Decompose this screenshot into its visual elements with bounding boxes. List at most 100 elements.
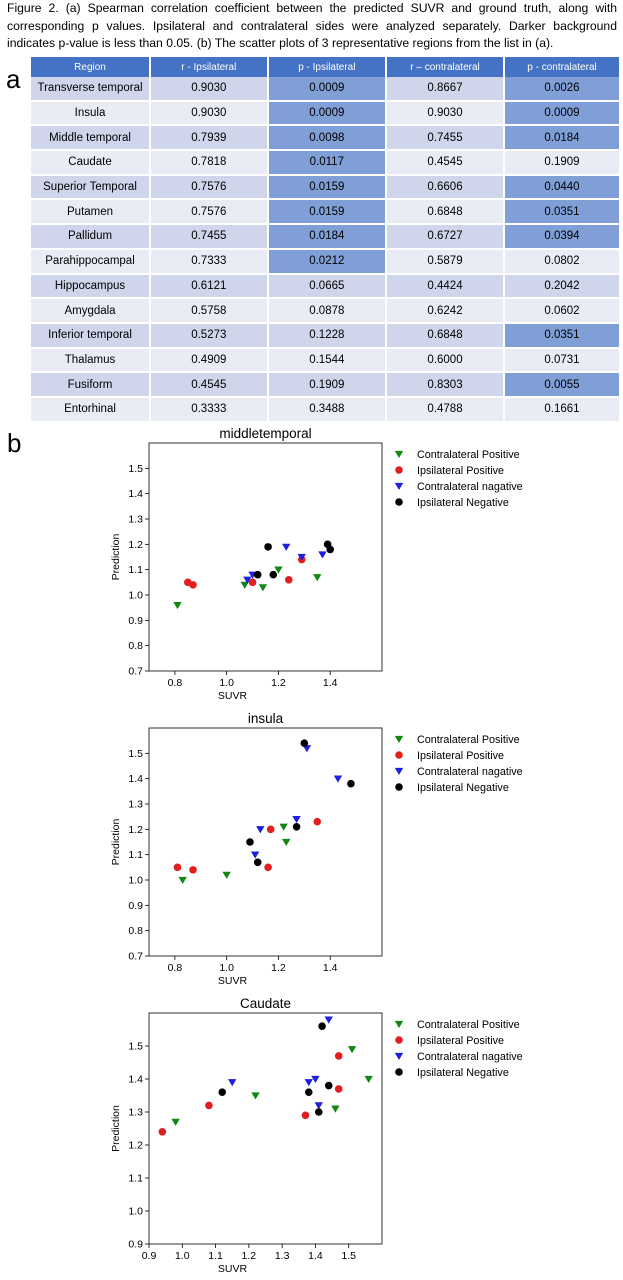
value-cell: 0.4424	[386, 273, 505, 300]
legend-entry: Contralateral nagative	[417, 1051, 523, 1063]
value-cell: 0.0184	[503, 125, 622, 152]
x-tick-label: 1.2	[271, 962, 286, 974]
legend-marker	[395, 751, 403, 759]
scatter-point	[274, 566, 283, 574]
value-cell: 0.0009	[267, 100, 388, 127]
y-tick-label: 1.3	[128, 514, 143, 526]
legend-entry: Ipsilateral Positive	[417, 465, 504, 477]
value-cell: 0.0602	[503, 298, 622, 324]
x-tick-label: 0.9	[142, 1250, 157, 1262]
column-header: Region	[31, 57, 152, 77]
value-cell: 0.0394	[503, 224, 622, 250]
value-cell: 0.0212	[267, 248, 388, 275]
scatter-point	[326, 545, 335, 554]
y-tick-label: 1.4	[128, 773, 143, 785]
scatter-point	[333, 775, 343, 783]
value-cell: 0.6848	[386, 322, 505, 349]
y-tick-label: 0.7	[128, 666, 143, 678]
value-cell: 0.8303	[386, 372, 505, 398]
legend-entry: Ipsilateral Negative	[417, 782, 509, 794]
scatter-point	[173, 601, 182, 610]
value-cell: 0.0351	[503, 322, 622, 349]
legend-entry: Ipsilateral Negative	[417, 497, 509, 509]
table-row: Thalamus 0.4909 0.1544 0.6000 0.0731	[31, 347, 622, 374]
legend-entry: Contralateral nagative	[417, 481, 523, 493]
value-cell: 0.7576	[150, 199, 269, 226]
scatter-point	[313, 817, 322, 826]
y-tick-label: 1.4	[128, 1074, 143, 1086]
region-cell: Fusiform	[31, 372, 152, 398]
table-row: Transverse temporal 0.9030 0.0009 0.8667 0.0…	[31, 77, 622, 102]
y-tick-label: 1.5	[128, 463, 143, 475]
scatter-point	[258, 584, 268, 592]
scatter-point	[304, 1079, 313, 1087]
panel-label-a: a	[6, 64, 21, 94]
value-cell: 0.6000	[386, 347, 505, 374]
scatter-point	[205, 1101, 213, 1110]
figure-caption: Figure 2. (a) Spearman correlation coeff…	[7, 1, 617, 50]
y-tick-label: 1.0	[128, 1206, 143, 1218]
legend-entry: Ipsilateral Positive	[417, 750, 504, 762]
region-cell: Insula	[31, 100, 152, 127]
column-header: p - Ipsilateral	[267, 57, 388, 77]
value-cell: 0.0159	[267, 199, 388, 226]
y-axis-label: Prediction	[110, 1105, 122, 1152]
table-row: Parahippocampal 0.7333 0.0212 0.5879 0.0802	[31, 248, 622, 275]
legend-entry: Contralateral Positive	[417, 449, 520, 461]
legend-marker	[395, 498, 403, 506]
scatter-point	[264, 863, 272, 872]
value-cell: 0.2042	[503, 273, 622, 300]
value-cell: 0.4909	[150, 347, 269, 374]
region-cell: Caudate	[31, 150, 152, 176]
value-cell: 0.3333	[150, 396, 269, 423]
value-cell: 0.7455	[150, 224, 269, 250]
value-cell: 0.0009	[503, 100, 622, 127]
chart-title: Caudate	[240, 996, 291, 1011]
value-cell: 0.0026	[503, 77, 622, 102]
y-tick-label: 1.1	[128, 564, 143, 576]
value-cell: 0.0184	[267, 224, 388, 250]
legend-marker	[394, 767, 404, 775]
y-tick-label: 1.1	[128, 1173, 143, 1185]
value-cell: 0.7333	[150, 248, 269, 275]
scatter-point	[304, 1088, 313, 1096]
region-cell: Parahippocampal	[31, 248, 152, 275]
column-header: r – contralateral	[386, 57, 505, 77]
scatter-point	[324, 1081, 333, 1090]
value-cell: 0.5273	[150, 322, 269, 349]
table-row: Insula 0.9030 0.0009 0.9030 0.0009	[31, 100, 622, 127]
scatter-point	[279, 823, 288, 831]
y-tick-label: 1.2	[128, 824, 143, 836]
x-tick-label: 1.2	[271, 677, 286, 689]
y-axis-label: Prediction	[110, 534, 122, 581]
table-row: Hippocampus 0.6121 0.0665 0.4424 0.2042	[31, 273, 622, 300]
legend-marker	[394, 450, 404, 458]
value-cell: 0.0055	[503, 372, 622, 398]
table-header-row: Region r - Ipsilateral p - Ipsilateral r…	[31, 57, 622, 77]
scatter-point	[253, 570, 262, 579]
scatter-point	[300, 739, 309, 747]
value-cell: 0.5758	[150, 298, 269, 324]
scatter-point	[256, 826, 265, 834]
legend-marker	[394, 1052, 404, 1060]
scatter-point	[171, 1118, 180, 1126]
column-header: r - Ipsilateral	[150, 57, 269, 77]
value-cell: 0.1544	[267, 347, 388, 374]
legend-entry: Ipsilateral Positive	[417, 1035, 504, 1047]
value-cell: 0.3488	[267, 396, 388, 423]
scatter-point	[334, 1052, 343, 1060]
scatter-point	[178, 876, 187, 884]
table-body: Transverse temporal 0.9030 0.0009 0.8667 0.0…	[31, 77, 622, 423]
scatter-point	[189, 866, 197, 874]
value-cell: 0.9030	[150, 100, 269, 127]
value-cell: 0.0802	[503, 248, 622, 275]
scatter-point	[189, 581, 197, 589]
value-cell: 0.0117	[267, 150, 388, 176]
scatter-plot-caudate: Caudate 0.9 1.0 1.1 1.2 1.3 1.4 1.5 0.9 1.0 1.1 1.2…	[110, 996, 523, 1275]
scatter-point	[266, 825, 275, 834]
value-cell: 0.8667	[386, 77, 505, 102]
value-cell: 0.6242	[386, 298, 505, 324]
value-cell: 0.1909	[267, 372, 388, 398]
value-cell: 0.1909	[503, 150, 622, 176]
table-row: Superior Temporal 0.7576 0.0159 0.6606 0.044…	[31, 174, 622, 201]
